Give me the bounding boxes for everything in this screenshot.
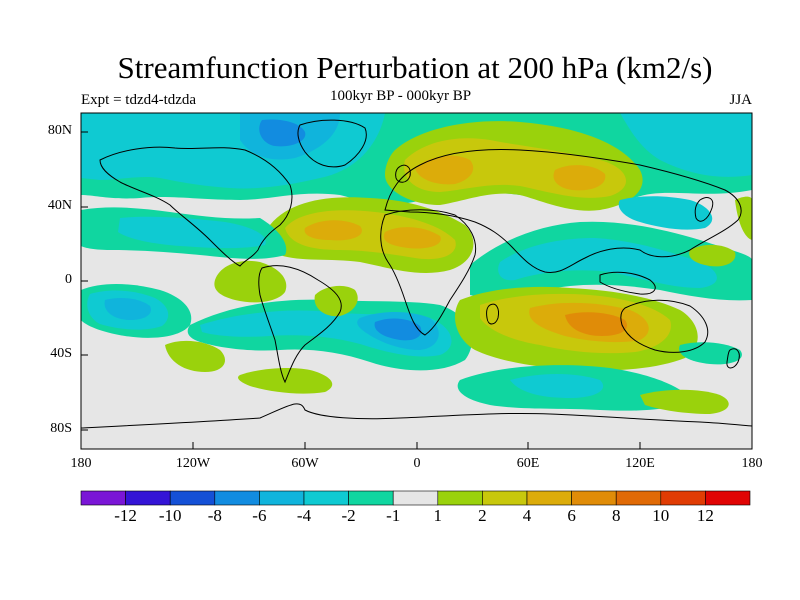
coast-antarctica <box>81 403 752 429</box>
season-label: JJA <box>729 92 752 108</box>
colorbar-swatch <box>437 490 483 506</box>
colorbar-swatch <box>615 490 662 506</box>
colorbar-swatch <box>482 490 528 506</box>
contour-southern-negative-4 <box>374 318 422 341</box>
colorbar-label: 8 <box>611 506 621 525</box>
lat-label-equator: 0 <box>65 272 72 287</box>
coast-new-zealand <box>726 348 740 369</box>
contour-asia-negative-2 <box>498 238 717 288</box>
coast-north-america <box>99 146 293 267</box>
colorbar-label: 4 <box>522 506 532 525</box>
lon-label-120w: 120W <box>175 456 211 471</box>
coast-uk <box>395 164 411 183</box>
contour-dateline-positive <box>735 196 752 240</box>
lon-label-60e: 60E <box>516 456 540 471</box>
contour-atlantic-positive-3b <box>383 227 441 249</box>
colorbar-label: -6 <box>252 506 267 525</box>
lat-label-80s: 80S <box>50 421 72 436</box>
contour-south-pacific-negative-3 <box>104 298 151 320</box>
contour-tropical-pacific-positive <box>214 260 287 303</box>
colorbar-label: -4 <box>296 506 312 525</box>
lon-label-60w: 60W <box>291 456 319 471</box>
colorbar-swatch <box>259 490 305 506</box>
contour-field <box>81 113 752 449</box>
colorbar-swatch <box>214 490 260 506</box>
coast-south-america <box>258 265 342 384</box>
contour-atlantic-positive-3 <box>304 220 362 241</box>
contour-pacific-west-negative <box>618 196 713 230</box>
coast-indonesia <box>599 271 656 295</box>
lon-ticks <box>80 442 753 449</box>
lon-label-120e: 120E <box>625 456 655 471</box>
contour-north-polar-2b <box>620 113 752 177</box>
contour-southern-ocean-negative-2 <box>510 374 604 398</box>
colorbar <box>80 490 751 506</box>
contour-indian-ocean-positive-4 <box>565 312 628 336</box>
colorbar-swatch <box>125 490 171 506</box>
lat-label-40n: 40N <box>47 198 72 213</box>
lat-ticks <box>81 131 88 431</box>
contour-australia-east-negative <box>679 342 742 365</box>
period-subtitle: 100kyr BP - 000kyr BP <box>330 88 472 104</box>
contour-south-pacific-positive <box>165 340 225 372</box>
lon-label-180w: 180 <box>70 456 92 471</box>
colorbar-swatch <box>303 490 349 506</box>
colorbar-swatch <box>526 490 572 506</box>
colorbar-swatch <box>705 490 751 506</box>
colorbar-swatch <box>348 490 394 506</box>
coast-eurasia <box>384 149 742 274</box>
coast-japan <box>694 197 714 222</box>
colorbar-label: 6 <box>567 506 576 525</box>
contour-eurasia-positive-3b <box>553 165 606 191</box>
experiment-label: Expt = tdzd4-tdzda <box>81 92 197 108</box>
lon-label-0: 0 <box>413 456 421 471</box>
colorbar-label: 12 <box>696 506 714 525</box>
contour-southern-ocean-positive <box>640 389 729 414</box>
colorbar-label: -8 <box>207 506 222 525</box>
colorbar-label: 1 <box>433 506 443 525</box>
colorbar-label: -2 <box>341 506 356 525</box>
contour-eurasia-positive-3 <box>415 155 474 185</box>
colorbar-swatch <box>571 490 617 506</box>
coast-greenland <box>297 119 367 168</box>
coastlines <box>81 119 752 429</box>
colorbar-swatch <box>80 490 126 506</box>
contour-west-pacific-positive <box>689 244 736 267</box>
contour-pacific-negative-2 <box>118 216 266 249</box>
coast-africa <box>380 209 477 336</box>
colorbar-label: -12 <box>114 506 137 525</box>
map-title: Streamfunction Perturbation at 200 hPa (… <box>117 50 713 85</box>
colorbar-label: 2 <box>478 506 487 525</box>
contour-south-america-positive <box>314 285 358 317</box>
lon-label-180e: 180 <box>741 456 763 471</box>
colorbar-swatch <box>660 490 706 506</box>
coast-australia <box>620 299 709 353</box>
contour-north-polar-4 <box>259 119 306 147</box>
coast-madagascar <box>486 303 499 325</box>
colorbar-swatch <box>169 490 216 506</box>
colorbar-swatch <box>392 490 439 506</box>
lat-label-40s: 40S <box>50 346 72 361</box>
colorbar-label: -1 <box>386 506 401 525</box>
lat-label-80n: 80N <box>47 123 72 138</box>
colorbar-label: -10 <box>158 506 182 525</box>
colorbar-label: 10 <box>652 506 670 525</box>
